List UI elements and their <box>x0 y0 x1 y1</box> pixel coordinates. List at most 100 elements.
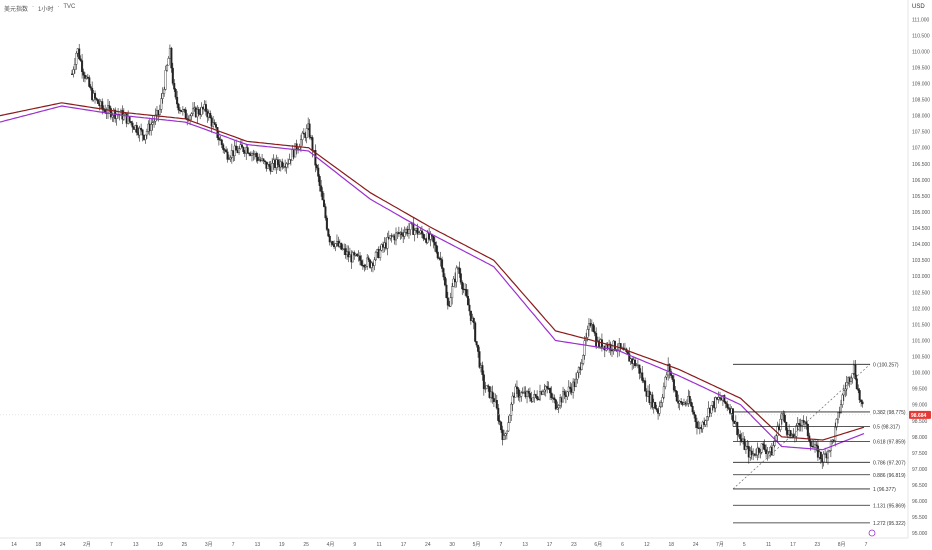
x-tick-label: 24 <box>425 542 431 548</box>
candle-body <box>505 430 508 434</box>
candle-body <box>757 447 760 453</box>
candle-body <box>109 108 112 118</box>
candle-body <box>805 421 808 425</box>
candle-body <box>706 416 709 421</box>
y-tick-label: 108.000 <box>912 114 930 120</box>
candle-body <box>704 420 707 425</box>
candle-body <box>518 396 521 398</box>
candle-body <box>359 255 362 261</box>
candle-body <box>108 105 111 109</box>
candle-body <box>461 282 464 290</box>
candle-body <box>641 372 644 381</box>
x-tick-label: 13 <box>133 542 139 548</box>
candle-body <box>433 241 436 246</box>
candle-body <box>96 99 99 104</box>
candle-body <box>541 391 544 395</box>
candle-body <box>294 143 297 158</box>
candle-body <box>755 454 758 456</box>
candle-body <box>220 139 223 145</box>
candle-body <box>83 74 86 79</box>
candle-body <box>806 423 809 437</box>
candle-body <box>482 374 485 389</box>
candle-body <box>171 67 174 84</box>
candle-body <box>288 159 291 164</box>
candle-body <box>174 89 177 98</box>
candle-body <box>268 164 271 167</box>
fib-level-label: 0.886 (96.819) <box>873 473 906 479</box>
candle-body <box>340 242 343 250</box>
x-tick-label: 7 <box>110 542 113 548</box>
x-tick-label: 13 <box>522 542 528 548</box>
x-tick-label: 30 <box>449 542 455 548</box>
y-tick-label: 97.000 <box>912 467 928 473</box>
candle-body <box>353 252 356 256</box>
candle-body <box>567 386 570 393</box>
candle-body <box>654 402 657 409</box>
symbol-name[interactable]: 美元指数 <box>4 7 29 13</box>
candle-body <box>395 232 398 241</box>
candle-body <box>305 128 308 138</box>
candle-body <box>521 392 524 394</box>
candle-body <box>173 83 176 90</box>
candle-body <box>762 443 765 446</box>
candle-body <box>191 108 194 114</box>
currency-label[interactable]: USD <box>912 4 925 10</box>
x-tick-label: 18 <box>668 542 674 548</box>
x-tick-label: 24 <box>693 542 699 548</box>
candle-body <box>423 238 426 240</box>
y-tick-label: 103.000 <box>912 274 930 280</box>
candle-body <box>744 445 747 450</box>
candle-body <box>298 146 301 150</box>
candle-body <box>695 421 698 428</box>
candle-body <box>773 440 776 446</box>
candle-body <box>229 157 232 160</box>
y-tick-label: 102.500 <box>912 290 930 296</box>
candle-body <box>160 98 163 110</box>
candle-body <box>320 185 323 192</box>
candle-body <box>75 53 78 65</box>
candle-body <box>281 161 284 168</box>
candle-body <box>798 423 801 425</box>
candle-body <box>537 398 540 401</box>
candle-body <box>543 389 546 392</box>
candle-body <box>714 397 717 409</box>
candle-body <box>674 389 677 392</box>
candle-body <box>131 122 134 128</box>
y-tick-label: 96.000 <box>912 499 928 505</box>
candle-body <box>141 129 144 136</box>
candle-body <box>500 421 503 431</box>
candle-body <box>527 391 530 394</box>
candle-body <box>328 235 331 243</box>
candle-body <box>665 374 668 378</box>
candle-body <box>70 73 73 75</box>
candle-body <box>484 388 487 390</box>
candle-body <box>776 425 779 436</box>
candle-body <box>89 86 92 89</box>
candle-body <box>88 77 91 87</box>
interval-label[interactable]: 1小时 <box>38 7 54 13</box>
candle-body <box>465 289 468 297</box>
candle-body <box>507 422 510 432</box>
candle-body <box>469 310 472 321</box>
candle-body <box>487 385 490 387</box>
candle-body <box>638 364 641 374</box>
y-tick-label: 101.500 <box>912 322 930 328</box>
candle-body <box>576 372 579 380</box>
candle-body <box>550 392 553 398</box>
candle-body <box>158 109 161 115</box>
candle-body <box>726 403 729 408</box>
x-tick-label: 24 <box>60 542 66 548</box>
candle-body <box>135 125 138 133</box>
y-tick-label: 98.000 <box>912 435 928 441</box>
candle-body <box>170 47 173 69</box>
candle-body <box>164 70 167 90</box>
x-tick-label: 4月 <box>327 542 335 548</box>
candle-body <box>78 48 81 60</box>
x-tick-label: 7 <box>499 542 502 548</box>
x-tick-label: 8月 <box>838 542 846 548</box>
x-tick-label: 2月 <box>83 542 91 548</box>
candle-body <box>858 390 861 401</box>
source-label: TVC <box>63 4 76 10</box>
candle-body <box>690 402 693 407</box>
